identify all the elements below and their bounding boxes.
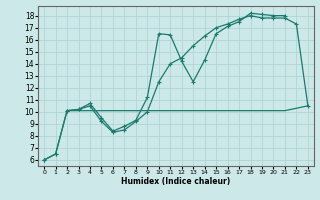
X-axis label: Humidex (Indice chaleur): Humidex (Indice chaleur) bbox=[121, 177, 231, 186]
